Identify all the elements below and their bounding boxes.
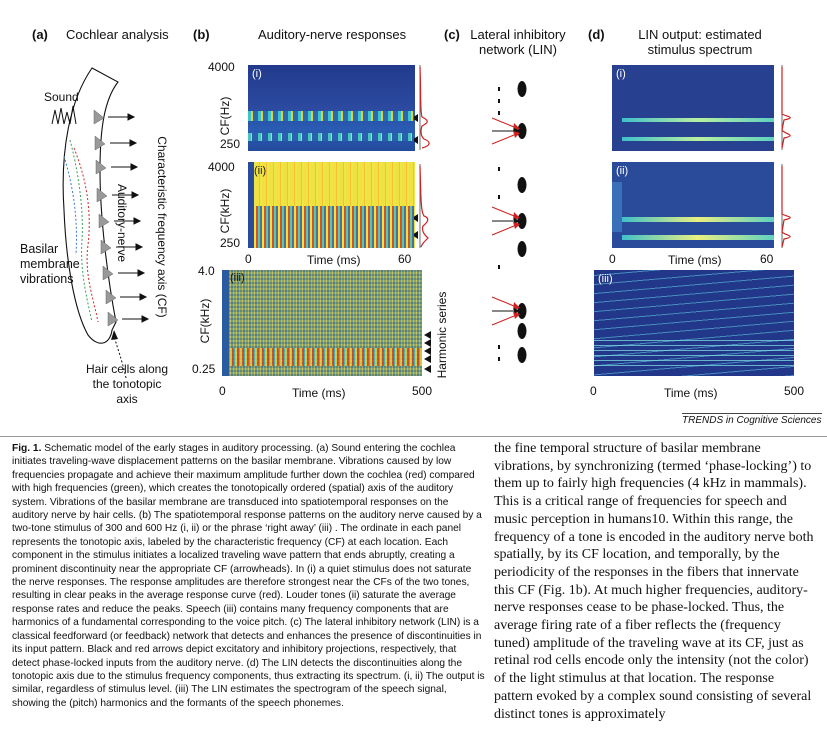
b-iii-tag: (iii) [230, 272, 245, 284]
cf-axis-label-wrap: Characteristic frequency axis (CF) [152, 125, 169, 325]
harmonic-series-label: Harmonic series [435, 291, 449, 379]
b-iii-ylabel: CF(kHz) [198, 298, 212, 344]
b-ii-x0: 0 [245, 252, 252, 266]
d-iii-xlabel: Time (ms) [664, 386, 718, 400]
panel-c-label: (c) [444, 27, 460, 42]
body-text: the fine temporal structure of basilar m… [494, 441, 814, 722]
d-ii-heatmap [612, 162, 774, 248]
b-iii-xlabel: Time (ms) [292, 386, 346, 400]
cochlea-diagram [51, 67, 150, 379]
b-ii-ybot: 250 [220, 236, 241, 250]
b-iii-ytop: 4.0 [198, 264, 215, 278]
caption-fig-label: Fig. 1. [12, 443, 42, 454]
hair-cells-label: Hair cells along the tonotopic axis [85, 362, 169, 406]
cochlea-outline [62, 67, 119, 344]
b-i-ytop: 4000 [208, 60, 235, 74]
b-ii-x1: 60 [398, 252, 412, 266]
caption-text: Schematic model of the early stages in a… [12, 443, 485, 709]
b-ii-tag: (ii) [254, 165, 267, 177]
d-iii-x0: 0 [590, 384, 597, 398]
b-iii-x1: 500 [412, 384, 433, 398]
b-ii-heatmap [248, 162, 415, 248]
b-i-ylabel: CF(Hz) [218, 96, 232, 136]
panel-b-title: Auditory-nerve responses [258, 27, 407, 42]
figure-divider [0, 436, 827, 437]
b-ii-xlabel: Time (ms) [307, 253, 361, 267]
b-ii-ytop: 4000 [208, 160, 235, 174]
nerve-arrows [108, 113, 150, 323]
panel-a-title: Cochlear analysis [66, 27, 169, 42]
b-i-ybot: 250 [220, 137, 241, 151]
d-i-tag: (i) [616, 68, 626, 80]
d-ii-x0: 0 [609, 252, 616, 266]
hair-cells [93, 109, 119, 327]
b-iii-heatmap [222, 270, 422, 376]
b-ii-ylabel: CF(kHz) [218, 188, 232, 234]
cf-axis-label: Characteristic frequency axis (CF) [155, 136, 169, 318]
sound-label: Sound [44, 90, 79, 104]
figure-caption: Fig. 1. Schematic model of the early sta… [12, 442, 486, 710]
d-ii-x1: 60 [760, 252, 774, 266]
d-i-heatmap [612, 65, 774, 151]
b-i-tag: (i) [252, 68, 262, 80]
b-i-heatmap [248, 65, 415, 151]
d-response-curves [781, 65, 791, 248]
panel-c-title: Lateral inhibitory network (LIN) [470, 27, 566, 57]
basilar-label: Basilar membrane vibrations [20, 242, 80, 286]
auditory-nerve-label-wrap: Auditory-nerve [112, 178, 129, 268]
journal-credit: TRENDS in Cognitive Sciences [682, 413, 822, 426]
b-iii-ybot: 0.25 [192, 362, 216, 376]
d-iii-x1: 500 [784, 384, 805, 398]
panel-b-label: (b) [193, 27, 210, 42]
b-response-curves [414, 65, 430, 248]
d-ii-xlabel: Time (ms) [668, 253, 722, 267]
panel-a-label: (a) [32, 27, 48, 42]
auditory-nerve-label: Auditory-nerve [115, 183, 129, 263]
d-iii-heatmap [594, 270, 794, 376]
harmonic-arrowheads [424, 331, 431, 373]
sound-waveform [51, 105, 77, 125]
panel-d-title: LIN output: estimated stimulus spectrum [638, 27, 762, 57]
lin-nodes [517, 81, 527, 363]
lin-arrows [491, 117, 520, 326]
d-iii-tag: (iii) [598, 273, 613, 285]
panel-d-label: (d) [588, 27, 605, 42]
b-iii-x0: 0 [219, 384, 226, 398]
lin-network [491, 81, 527, 363]
d-ii-tag: (ii) [616, 165, 629, 177]
